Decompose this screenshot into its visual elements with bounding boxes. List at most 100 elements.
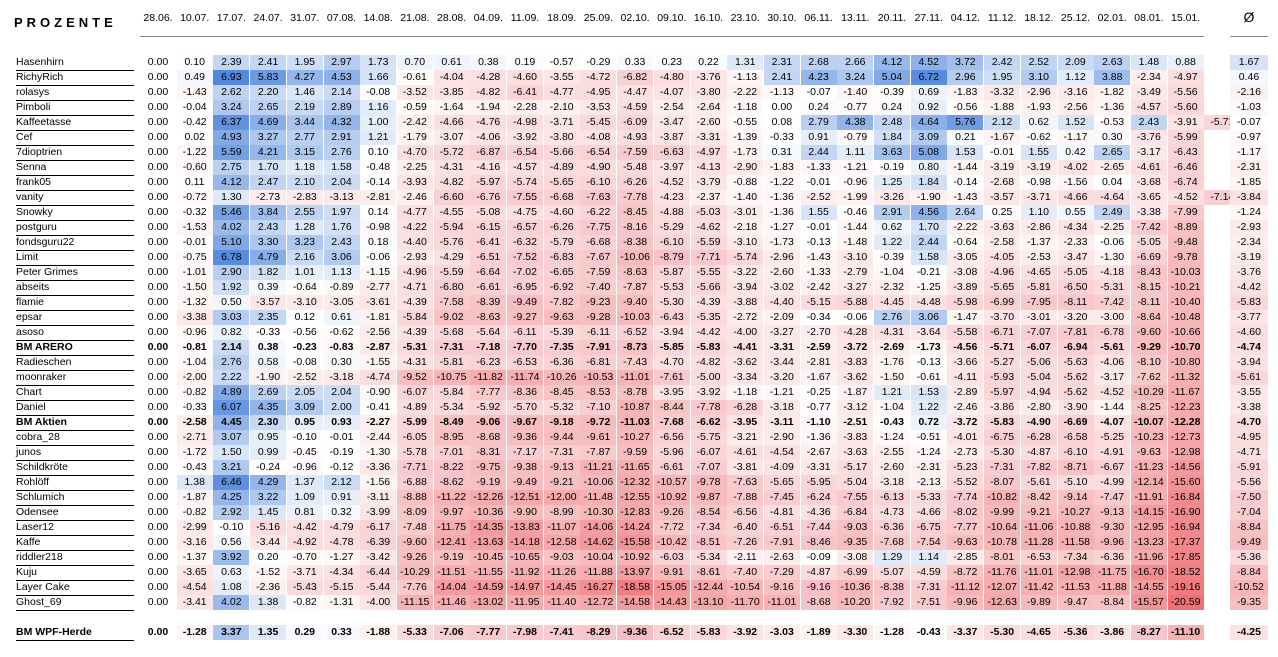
heatmap-cell: -7.55 bbox=[507, 190, 543, 205]
heatmap-cell: 3.06 bbox=[910, 310, 947, 325]
heatmap-cell: 2.22 bbox=[213, 370, 250, 385]
heatmap-cell: -8.68 bbox=[470, 430, 507, 445]
heatmap-cell: -4.65 bbox=[1020, 625, 1057, 640]
date-header: 13.11. bbox=[841, 12, 870, 24]
heatmap-cell: -9.23 bbox=[580, 295, 617, 310]
heatmap-cell: -3.16 bbox=[1057, 85, 1094, 100]
heatmap-cell: -1.87 bbox=[837, 385, 874, 400]
heatmap-cell: -3.03 bbox=[763, 625, 800, 640]
heatmap-cell: -12.14 bbox=[1130, 475, 1167, 490]
heatmap-cell: -5.84 bbox=[396, 310, 433, 325]
heatmap-cell: -0.33 bbox=[763, 130, 800, 145]
heatmap-cell: 1.09 bbox=[286, 490, 323, 505]
heatmap-cell: -3.57 bbox=[250, 295, 287, 310]
heatmap-cell: -5.55 bbox=[690, 265, 727, 280]
heatmap-cell: -1.83 bbox=[947, 85, 984, 100]
heatmap-cell: -2.80 bbox=[1020, 400, 1057, 415]
heatmap-cell: 2.19 bbox=[286, 100, 323, 115]
heatmap-cell: 2.44 bbox=[800, 145, 837, 160]
heatmap-cell: -5.31 bbox=[396, 340, 433, 355]
heatmap-cell: 1.82 bbox=[250, 265, 287, 280]
row-name: Kaffe bbox=[16, 535, 134, 551]
heatmap-cell: -9.63 bbox=[543, 310, 580, 325]
heatmap-cell: 1.73 bbox=[360, 55, 397, 70]
heatmap-cell: -0.43 bbox=[874, 415, 910, 430]
heatmap-cell: 1.70 bbox=[250, 160, 287, 175]
heatmap-cell: -7.31 bbox=[910, 580, 947, 595]
avg-cell: 0.46 bbox=[1230, 70, 1268, 85]
heatmap-cell: -3.10 bbox=[286, 295, 323, 310]
heatmap-cell: -9.16 bbox=[763, 580, 800, 595]
heatmap-cell: -3.32 bbox=[984, 85, 1021, 100]
heatmap-cell: -1.13 bbox=[763, 85, 800, 100]
heatmap-cell: -7.31 bbox=[433, 340, 470, 355]
heatmap-cell: -0.59 bbox=[396, 100, 433, 115]
heatmap-cell: -8.61 bbox=[690, 565, 727, 580]
heatmap-cell: 0.00 bbox=[140, 295, 176, 310]
heatmap-cell: 3.92 bbox=[213, 550, 250, 565]
heatmap-cell: -0.79 bbox=[837, 130, 874, 145]
heatmap-cell: 1.55 bbox=[800, 205, 837, 220]
heatmap-cell: -5.83 bbox=[690, 625, 727, 640]
heatmap-cell: -4.61 bbox=[1130, 160, 1167, 175]
heatmap-cell: -8.09 bbox=[396, 505, 433, 520]
heatmap-cell: -4.66 bbox=[1057, 190, 1094, 205]
heatmap-cell: -5.61 bbox=[1094, 340, 1131, 355]
heatmap-cell: -4.82 bbox=[690, 355, 727, 370]
heatmap-cell: 5.76 bbox=[947, 115, 984, 130]
avg-cell: -9.49 bbox=[1230, 535, 1268, 550]
heatmap-cell: -8.54 bbox=[690, 505, 727, 520]
heatmap-cell: -0.82 bbox=[176, 385, 213, 400]
heatmap-cell: -8.15 bbox=[1130, 280, 1167, 295]
avg-cell: -1.85 bbox=[1230, 175, 1268, 190]
heatmap-cell: -3.19 bbox=[1020, 160, 1057, 175]
heatmap-cell: -6.24 bbox=[800, 490, 837, 505]
heatmap-cell: -3.47 bbox=[1057, 250, 1094, 265]
heatmap-cell: 1.38 bbox=[250, 595, 287, 610]
heatmap-cell: -6.92 bbox=[543, 280, 580, 295]
heatmap-cell: -7.45 bbox=[763, 490, 800, 505]
heatmap-cell: -11.70 bbox=[727, 595, 764, 610]
heatmap-cell: -0.82 bbox=[176, 505, 213, 520]
heatmap-cell: -4.00 bbox=[727, 325, 764, 340]
heatmap-cell: 4.27 bbox=[286, 70, 323, 85]
heatmap-cell: -3.12 bbox=[837, 400, 874, 415]
row-name: Schildkröte bbox=[16, 460, 134, 476]
heatmap-cell: -1.56 bbox=[360, 475, 397, 490]
heatmap-cell: 0.91 bbox=[323, 490, 360, 505]
heatmap-cell: -4.65 bbox=[1020, 265, 1057, 280]
heatmap-cell: -6.94 bbox=[1057, 340, 1094, 355]
heatmap-cell: -14.43 bbox=[653, 595, 690, 610]
row-name: Cef bbox=[16, 130, 134, 146]
heatmap-cell: -7.87 bbox=[580, 445, 617, 460]
heatmap-cell: -2.25 bbox=[396, 160, 433, 175]
heatmap-cell: -5.84 bbox=[433, 385, 470, 400]
heatmap-cell: -3.01 bbox=[1020, 310, 1057, 325]
heatmap-cell: -4.47 bbox=[617, 85, 654, 100]
heatmap-cell: -6.63 bbox=[653, 145, 690, 160]
heatmap-cell: -3.19 bbox=[984, 160, 1021, 175]
heatmap-cell: -1.82 bbox=[1094, 85, 1131, 100]
heatmap-cell: -1.43 bbox=[947, 190, 984, 205]
heatmap-cell: -4.79 bbox=[323, 520, 360, 535]
heatmap-cell: -3.11 bbox=[360, 490, 397, 505]
row-name: moonraker bbox=[16, 370, 134, 386]
heatmap-cell: 4.21 bbox=[250, 145, 287, 160]
heatmap-cell: -1.36 bbox=[800, 430, 837, 445]
heatmap-cell: -5.04 bbox=[1020, 370, 1057, 385]
heatmap-cell: -8.31 bbox=[470, 445, 507, 460]
heatmap-cell: -1.15 bbox=[360, 265, 397, 280]
heatmap-cell: -1.32 bbox=[176, 295, 213, 310]
heatmap-cell: -11.58 bbox=[1057, 535, 1094, 550]
heatmap-cell: -4.54 bbox=[176, 580, 213, 595]
heatmap-cell: -8.51 bbox=[690, 535, 727, 550]
heatmap-cell: 0.30 bbox=[1094, 130, 1131, 145]
heatmap-cell: 0.04 bbox=[1094, 175, 1131, 190]
heatmap-cell: 4.69 bbox=[250, 115, 287, 130]
heatmap-cell: -2.32 bbox=[874, 280, 910, 295]
heatmap-cell: 0.38 bbox=[250, 340, 287, 355]
heatmap-cell: -7.82 bbox=[1020, 460, 1057, 475]
heatmap-cell: 3.27 bbox=[250, 130, 287, 145]
heatmap-cell: -3.92 bbox=[727, 625, 764, 640]
heatmap-cell: -0.45 bbox=[286, 445, 323, 460]
